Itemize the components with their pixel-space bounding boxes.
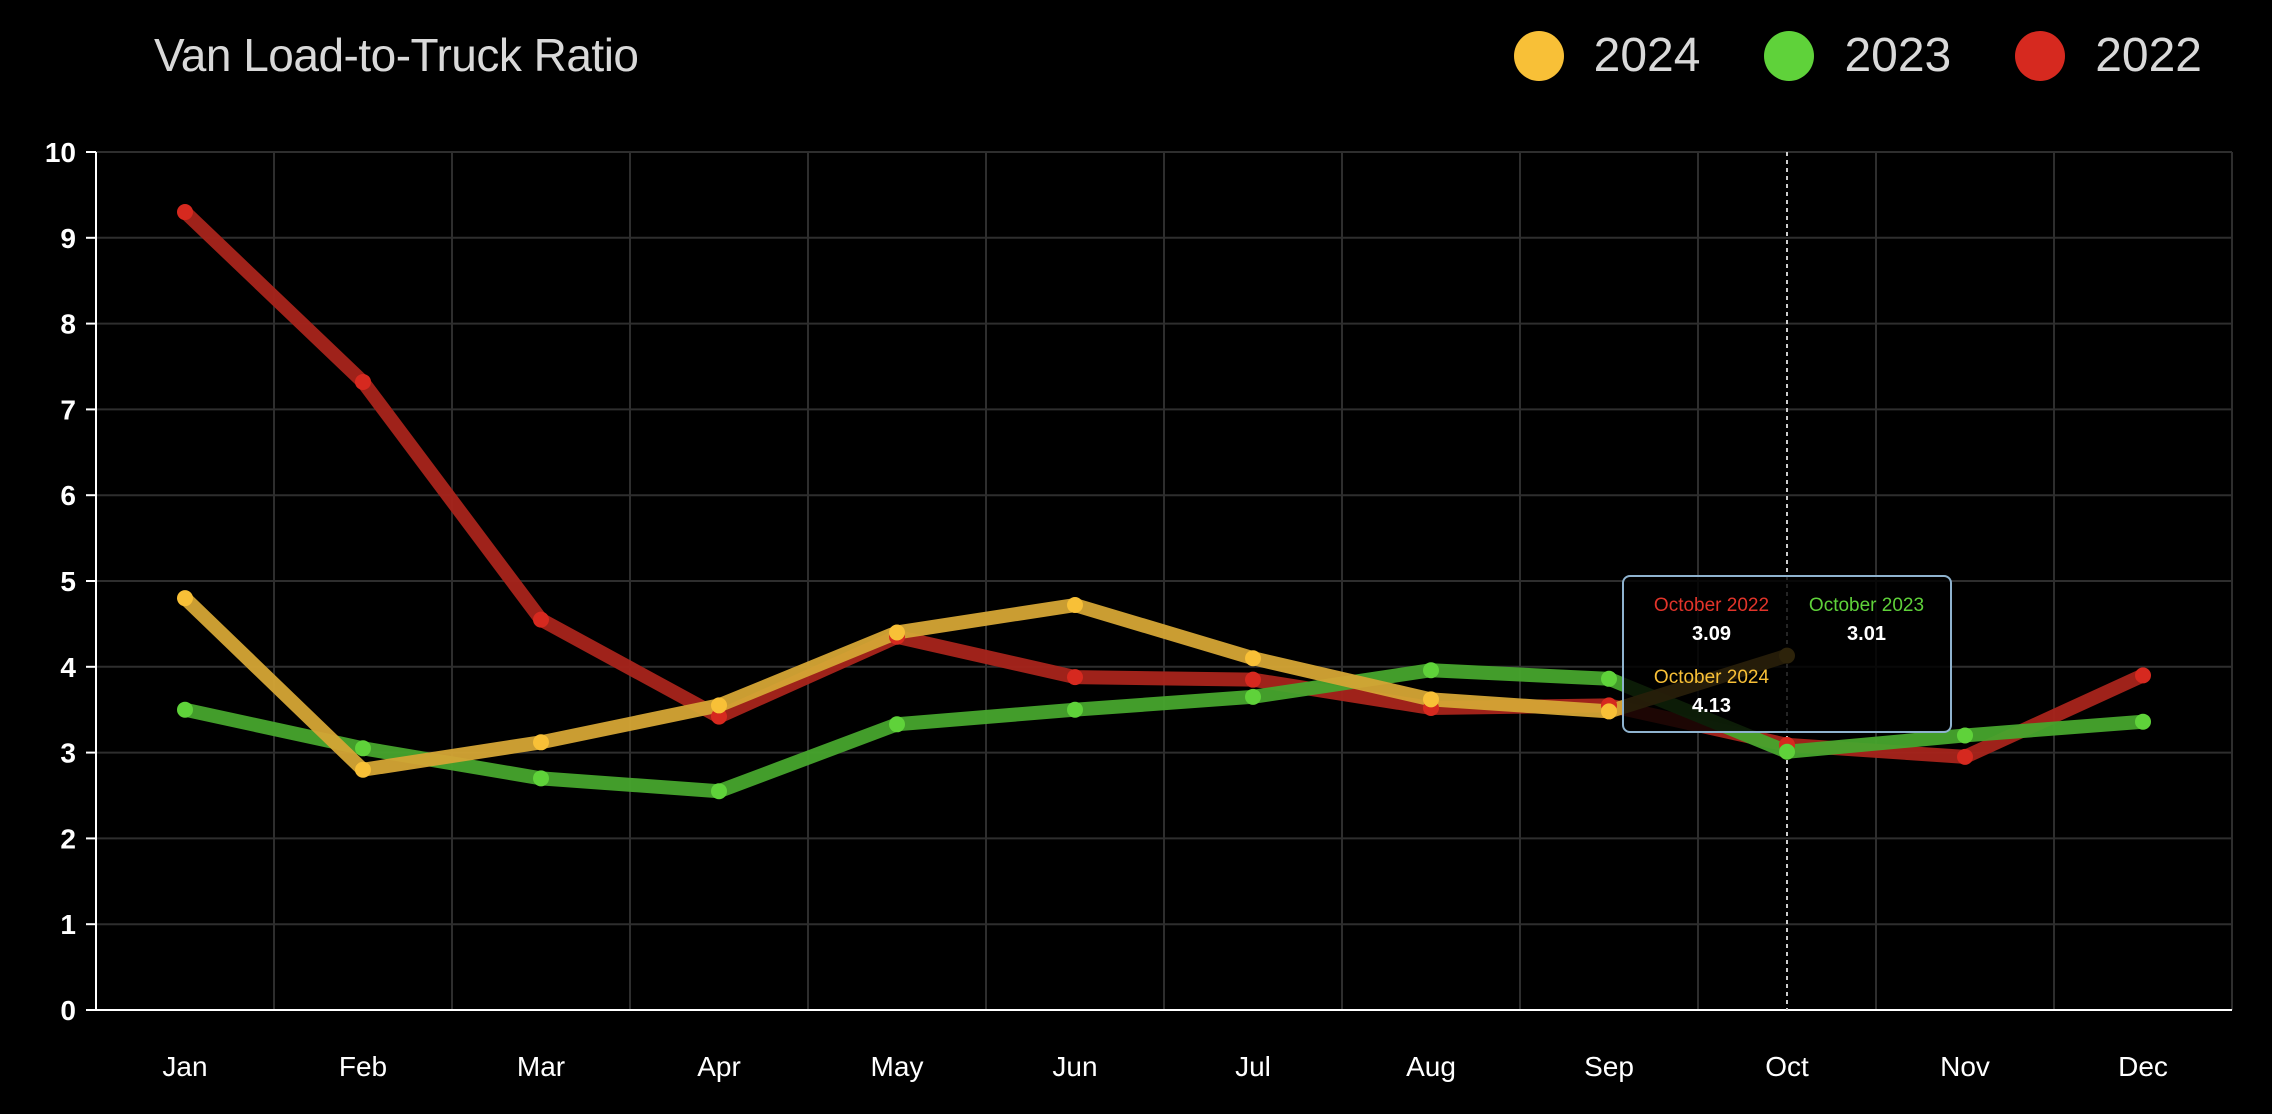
y-tick-label: 1 bbox=[60, 909, 76, 940]
data-point-2022 bbox=[355, 373, 371, 390]
legend-swatch bbox=[1513, 30, 1564, 81]
data-point-2022 bbox=[533, 611, 549, 628]
x-tick-label: May bbox=[871, 1051, 924, 1082]
tooltip-entry-2024: October 2024 4.13 bbox=[1634, 667, 1789, 718]
tooltip-label: October 2022 bbox=[1653, 595, 1770, 616]
data-point-2024 bbox=[1067, 597, 1083, 614]
legend-item-2022[interactable]: 2022 bbox=[2015, 28, 2202, 83]
x-tick-label: Mar bbox=[517, 1051, 565, 1082]
legend: 2024 2023 2022 bbox=[1450, 28, 2202, 83]
tooltip-label: October 2023 bbox=[1808, 595, 1925, 616]
data-point-2022 bbox=[1245, 671, 1261, 688]
series-line-2023 bbox=[178, 663, 2150, 799]
data-point-2023 bbox=[889, 716, 905, 733]
data-point-2024 bbox=[177, 590, 193, 607]
data-point-2023 bbox=[1423, 662, 1439, 679]
data-point-2023 bbox=[177, 701, 193, 718]
data-point-2023 bbox=[711, 783, 727, 800]
y-tick-label: 5 bbox=[60, 566, 76, 597]
data-point-2023 bbox=[355, 740, 371, 757]
x-tick-label: Jul bbox=[1235, 1051, 1271, 1082]
data-point-2022 bbox=[177, 204, 193, 221]
data-point-2024 bbox=[533, 734, 549, 751]
data-point-2024 bbox=[1245, 650, 1261, 667]
y-tick-label: 7 bbox=[60, 394, 76, 425]
data-point-2023 bbox=[1245, 688, 1261, 705]
data-point-2024 bbox=[711, 697, 727, 714]
tooltip-entry-2023: October 2023 3.01 bbox=[1789, 595, 1944, 646]
data-point-2023 bbox=[1601, 670, 1617, 687]
chart-title: Van Load-to-Truck Ratio bbox=[154, 29, 639, 81]
y-tick-label: 8 bbox=[60, 309, 76, 340]
y-tick-label: 9 bbox=[60, 223, 76, 254]
data-point-2023 bbox=[1779, 743, 1795, 760]
legend-label: 2022 bbox=[2095, 29, 2202, 82]
data-point-2022 bbox=[2135, 667, 2151, 684]
y-tick-label: 4 bbox=[60, 652, 76, 683]
x-tick-label: Feb bbox=[339, 1051, 387, 1082]
x-tick-label: Oct bbox=[1765, 1051, 1809, 1082]
data-point-2022 bbox=[711, 708, 727, 725]
legend-item-2023[interactable]: 2023 bbox=[1764, 28, 1951, 83]
legend-swatch bbox=[1764, 30, 1815, 81]
x-tick-label: Apr bbox=[697, 1051, 741, 1082]
x-tick-label: Sep bbox=[1584, 1051, 1634, 1082]
tooltip-value: 3.01 bbox=[1847, 623, 1886, 645]
data-point-2023 bbox=[2135, 713, 2151, 730]
data-point-2022 bbox=[1957, 748, 1973, 765]
x-tick-label: Aug bbox=[1406, 1051, 1456, 1082]
data-point-2024 bbox=[355, 761, 371, 778]
x-tick-label: Dec bbox=[2118, 1051, 2168, 1082]
legend-label: 2023 bbox=[1844, 29, 1952, 82]
y-tick-label: 2 bbox=[60, 823, 76, 854]
legend-item-2024[interactable]: 2024 bbox=[1513, 28, 1701, 83]
y-tick-label: 0 bbox=[60, 995, 76, 1026]
data-point-2024 bbox=[889, 624, 905, 641]
tooltip-value: 3.09 bbox=[1692, 623, 1731, 645]
data-point-2024 bbox=[1601, 703, 1617, 720]
legend-label: 2024 bbox=[1593, 29, 1701, 82]
tooltip-entry-2022: October 2022 3.09 bbox=[1634, 595, 1789, 646]
y-tick-label: 10 bbox=[45, 137, 76, 168]
y-tick-label: 6 bbox=[60, 480, 76, 511]
data-point-2023 bbox=[1067, 701, 1083, 718]
data-point-2024 bbox=[1423, 691, 1439, 708]
legend-swatch bbox=[2015, 30, 2066, 81]
x-tick-label: Jun bbox=[1052, 1051, 1097, 1082]
data-point-2022 bbox=[1067, 669, 1083, 686]
tooltip-value: 4.13 bbox=[1692, 695, 1731, 717]
data-point-2023 bbox=[1957, 727, 1973, 744]
data-point-2023 bbox=[533, 770, 549, 787]
tooltip-label: October 2024 bbox=[1653, 667, 1770, 688]
series-line-2024 bbox=[178, 591, 1794, 777]
x-tick-label: Jan bbox=[162, 1051, 207, 1082]
hover-tooltip: October 2022 3.09 October 2023 3.01 Octo… bbox=[1622, 575, 1952, 733]
x-tick-label: Nov bbox=[1940, 1051, 1990, 1082]
y-tick-label: 3 bbox=[60, 738, 76, 769]
